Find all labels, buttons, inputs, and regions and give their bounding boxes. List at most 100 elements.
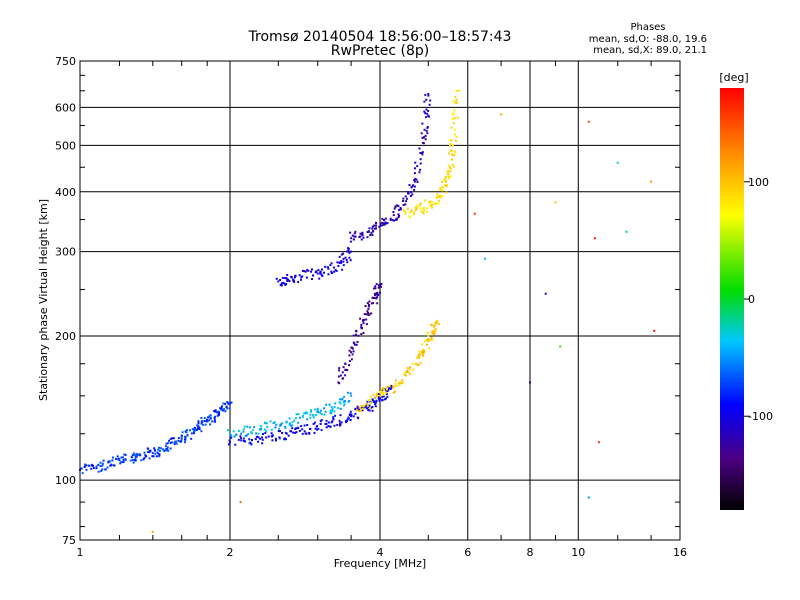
data-point — [415, 208, 418, 210]
data-point — [444, 179, 447, 182]
data-point — [455, 99, 458, 101]
data-point — [424, 138, 427, 141]
data-point — [353, 235, 356, 238]
data-point — [452, 165, 455, 168]
data-point — [593, 237, 596, 240]
data-point — [447, 152, 450, 155]
data-point — [242, 428, 245, 431]
y-tick-label: 300 — [55, 246, 76, 259]
data-point — [356, 340, 359, 343]
data-point — [249, 441, 252, 444]
data-point — [101, 464, 104, 467]
data-point — [184, 436, 187, 439]
data-point — [388, 384, 391, 387]
data-point — [436, 193, 439, 195]
data-point — [377, 393, 380, 395]
y-axis-label: Stationary phase Virtual Height [km] — [37, 199, 50, 401]
data-point — [362, 319, 365, 322]
data-point — [257, 436, 260, 439]
data-point — [177, 439, 180, 442]
data-point — [143, 451, 146, 454]
data-point — [296, 427, 299, 430]
data-point — [291, 424, 294, 427]
data-point — [336, 423, 339, 426]
data-point — [426, 126, 429, 129]
data-point — [432, 329, 435, 332]
data-point — [431, 203, 434, 206]
data-point — [379, 397, 381, 400]
data-point — [211, 420, 214, 423]
data-point — [418, 356, 421, 359]
y-tick-label: 500 — [55, 139, 76, 152]
data-point — [157, 452, 160, 455]
data-point — [273, 421, 276, 424]
x-tick-label: 1 — [77, 546, 84, 559]
data-point — [151, 530, 154, 533]
data-point — [290, 430, 293, 433]
data-point — [349, 259, 352, 262]
data-point — [337, 381, 340, 384]
data-point — [372, 400, 375, 403]
data-point — [250, 443, 253, 446]
data-point — [289, 423, 292, 426]
data-point — [381, 217, 384, 220]
data-point — [124, 453, 127, 456]
data-point — [271, 439, 274, 442]
data-point — [214, 415, 216, 418]
data-point — [418, 350, 421, 353]
data-point — [345, 258, 348, 261]
data-point — [411, 362, 414, 365]
data-point — [101, 462, 104, 465]
data-point — [369, 398, 371, 401]
data-point — [379, 392, 382, 395]
data-point — [162, 448, 164, 451]
data-point — [355, 329, 358, 332]
data-point — [394, 382, 397, 385]
data-point — [431, 332, 434, 335]
data-point — [251, 429, 254, 432]
data-point — [454, 133, 457, 136]
data-point — [339, 407, 342, 410]
data-point — [302, 415, 304, 418]
data-point — [154, 452, 157, 455]
data-point — [473, 212, 476, 215]
data-point — [365, 323, 368, 326]
data-point — [251, 432, 253, 435]
data-point — [342, 257, 345, 260]
data-point — [102, 459, 105, 462]
data-point — [386, 390, 389, 393]
data-point — [374, 396, 377, 399]
data-point — [281, 432, 284, 434]
data-point — [377, 284, 380, 287]
data-point — [167, 449, 170, 452]
data-point — [315, 414, 318, 416]
data-point — [357, 410, 360, 413]
data-point — [330, 262, 333, 265]
data-point — [416, 206, 419, 209]
data-point — [158, 455, 161, 458]
data-point — [308, 432, 311, 434]
data-point — [371, 406, 374, 409]
data-point — [394, 379, 397, 382]
colorbar-ticks: 100 0 -100 — [744, 176, 773, 423]
data-point — [203, 420, 206, 422]
data-point — [338, 369, 341, 372]
data-point — [430, 204, 433, 207]
data-point — [110, 464, 113, 467]
stats-x-phase: mean, sd,X: 89.0, 21.1 — [593, 45, 707, 56]
data-point — [368, 227, 371, 230]
data-point — [341, 268, 344, 271]
data-point — [335, 270, 338, 272]
data-point — [224, 410, 227, 413]
data-point — [453, 154, 456, 157]
data-point — [342, 366, 345, 369]
data-point — [374, 402, 377, 405]
data-point — [441, 189, 444, 192]
data-point — [148, 451, 151, 454]
data-point — [409, 372, 412, 375]
data-point — [357, 334, 360, 337]
data-point — [200, 422, 203, 425]
data-point — [344, 374, 347, 377]
data-point — [284, 426, 287, 428]
data-point — [402, 200, 405, 202]
